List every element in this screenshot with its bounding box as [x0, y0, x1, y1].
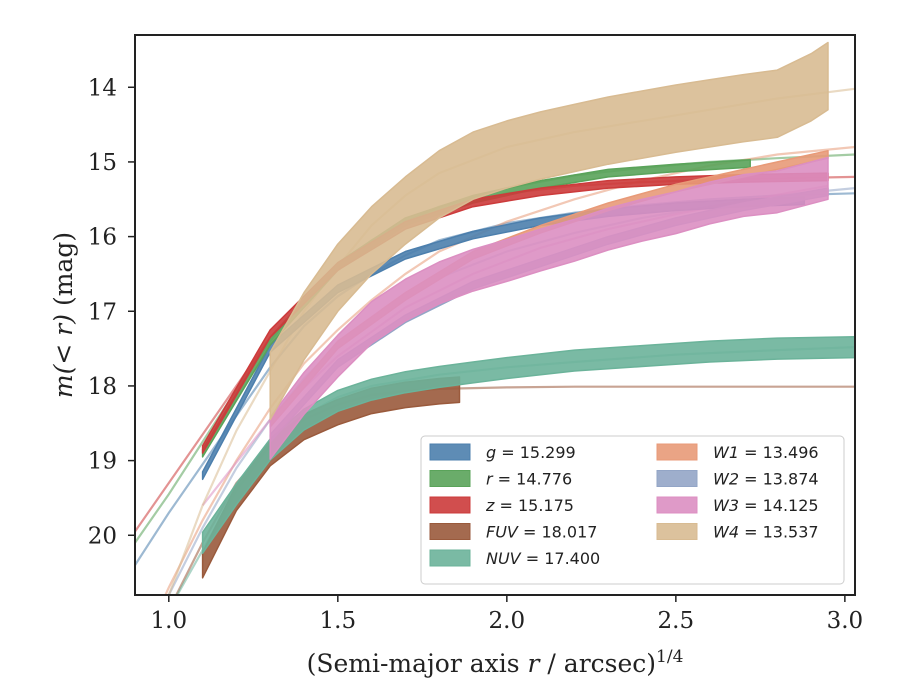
y-tick-label: 20	[88, 523, 117, 549]
legend: g = 15.299 r = 14.776 z = 15.175 FUV = 18.0…	[420, 435, 845, 585]
x-tick-label: 1.0	[151, 608, 188, 634]
series-nuv-band	[201, 335, 855, 554]
legend-swatch-g	[429, 443, 471, 461]
x-axis-label-variable: r	[528, 649, 542, 678]
x-tick-label: 1.5	[320, 608, 357, 634]
y-tick-label: 17	[88, 299, 117, 325]
x-axis-label: (Semi-major axis r / arcsec)1/4	[307, 647, 684, 678]
x-axis-label-units: / arcsec)	[539, 649, 656, 678]
legend-label-fuv: FUV = 18.017	[486, 523, 597, 542]
legend-label-w3: W3 = 14.125	[713, 496, 819, 515]
legend-swatch-r	[429, 470, 471, 487]
y-axis-label: m(< r) (mag)	[49, 232, 78, 398]
legend-swatch-fuv	[429, 523, 471, 540]
x-axis-label-exponent: 1/4	[656, 647, 683, 667]
legend-label-w4: W4 = 13.537	[713, 523, 819, 542]
legend-swatch-w2	[656, 470, 698, 487]
legend-label-z: z = 15.175	[485, 496, 574, 515]
legend-swatch-nuv	[429, 549, 471, 567]
x-tick-label: 2.5	[658, 608, 695, 634]
legend-swatch-w3	[656, 496, 698, 514]
y-tick-label: 16	[88, 225, 117, 251]
legend-frame	[420, 435, 845, 585]
plot-area	[135, 41, 855, 595]
y-tick-label: 15	[88, 150, 117, 176]
legend-swatch-w1	[656, 443, 698, 461]
x-tick-label: 2.0	[489, 608, 526, 634]
x-axis: 1.0 1.5 2.0 2.5 3.0	[151, 595, 864, 634]
series-w4-band	[269, 41, 829, 421]
legend-label-r: r = 14.776	[486, 470, 572, 489]
y-axis-label-m: m	[49, 374, 78, 398]
legend-label-g: g = 15.299	[486, 443, 576, 462]
legend-swatch-w4	[656, 523, 698, 540]
y-axis-label-unit: (mag)	[49, 232, 78, 314]
legend-label-w2: W2 = 13.874	[713, 470, 819, 489]
series-w3-band	[269, 156, 829, 460]
legend-label-w1: W1 = 13.496	[713, 443, 819, 462]
y-axis: 14 15 16 17 18 19 20	[88, 75, 135, 549]
plot-frame	[134, 34, 856, 596]
y-tick-label: 14	[88, 75, 117, 101]
series-w1-model-line	[164, 145, 855, 595]
y-axis-label-condition: (< r)	[49, 314, 78, 374]
legend-swatch-z	[429, 496, 471, 514]
legend-label-nuv: NUV = 17.400	[486, 549, 600, 568]
y-tick-label: 19	[88, 449, 117, 475]
x-tick-label: 3.0	[827, 608, 864, 634]
y-tick-label: 18	[88, 374, 117, 400]
x-axis-label-prefix: (Semi-major axis	[307, 649, 528, 678]
